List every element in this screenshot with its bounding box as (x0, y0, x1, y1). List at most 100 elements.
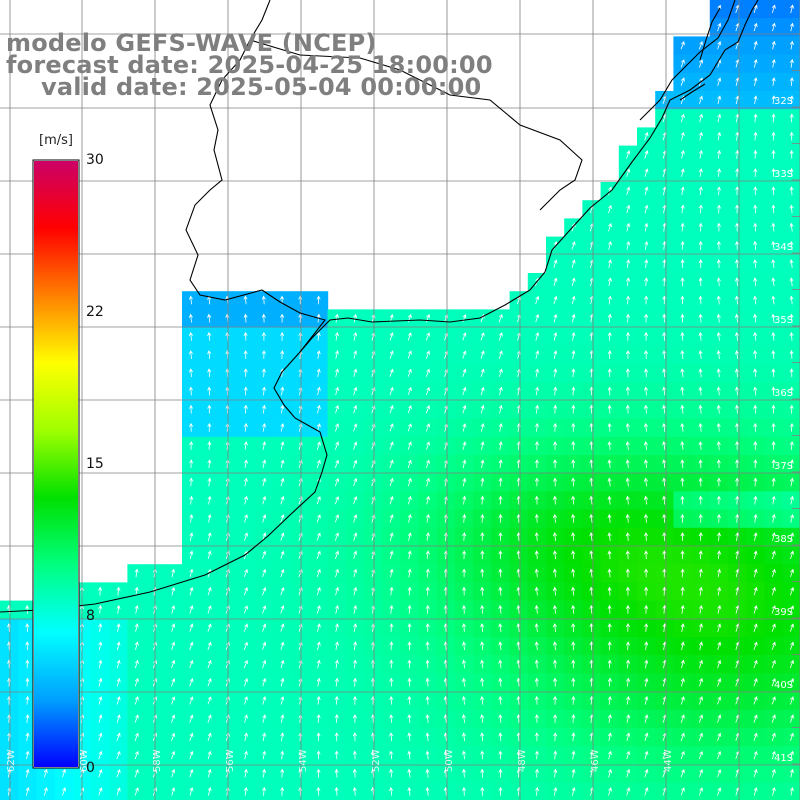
colorbar-tick-15: 15 (86, 456, 104, 472)
wind-arrow (334, 714, 339, 723)
wind-arrow (625, 604, 630, 614)
wind-arrow (626, 204, 631, 214)
wind-arrow (753, 240, 758, 250)
wind-arrow (571, 532, 576, 541)
wind-arrow (207, 714, 212, 723)
wind-arrow (644, 277, 649, 287)
wind-arrow (608, 240, 612, 250)
wind-arrow (717, 787, 722, 796)
wind-arrow (534, 677, 539, 687)
wind-arrow (498, 732, 503, 742)
wind-arrow (771, 168, 776, 177)
wind-arrow (425, 768, 430, 778)
wind-arrow (771, 4, 776, 14)
wind-arrow (698, 787, 703, 796)
wind-arrow (625, 623, 630, 632)
wind-arrow (625, 513, 630, 523)
wind-arrow (262, 768, 267, 778)
wind-arrow (753, 131, 758, 141)
wind-arrow (462, 586, 467, 596)
wind-arrow (207, 313, 212, 323)
wind-arrow (316, 386, 321, 396)
wind-arrow (189, 386, 194, 396)
wind-arrow (280, 514, 285, 523)
wind-arrow (571, 277, 576, 287)
wind-arrow (735, 186, 740, 196)
wind-arrow (335, 423, 339, 432)
wind-arrow (607, 586, 612, 596)
wind-arrow (716, 386, 721, 396)
wind-arrow (699, 641, 703, 651)
wind-arrow (516, 641, 521, 651)
wind-arrow (407, 495, 412, 505)
wind-arrow (644, 186, 649, 196)
wind-arrow (753, 77, 758, 86)
wind-arrow (589, 550, 594, 560)
wind-arrow (425, 423, 430, 432)
wind-arrow (571, 295, 576, 305)
wind-arrow (243, 313, 248, 323)
wind-arrow (461, 677, 466, 687)
wind-arrow (171, 586, 176, 596)
wind-arrow (352, 768, 357, 778)
wind-arrow (316, 331, 321, 341)
wind-arrow (789, 58, 794, 68)
wind-cell (782, 254, 800, 274)
wind-arrow (207, 459, 212, 469)
wind-arrow (789, 186, 794, 196)
wind-arrow (771, 459, 776, 469)
wind-arrow (461, 659, 467, 669)
wind-arrow (753, 623, 758, 632)
wind-arrow (626, 150, 631, 159)
wind-arrow (189, 477, 194, 487)
wind-arrow (589, 532, 594, 541)
wind-arrow (735, 422, 740, 432)
wind-arrow (608, 222, 612, 232)
wind-arrow (680, 186, 685, 196)
wind-arrow (480, 332, 485, 341)
wind-arrow (189, 459, 194, 469)
wind-arrow (753, 550, 758, 560)
wind-arrow (316, 368, 321, 378)
wind-arrow (316, 568, 321, 578)
wind-arrow (680, 149, 685, 159)
wind-arrow (335, 368, 339, 378)
wind-arrow (753, 295, 758, 305)
wind-arrow (717, 22, 722, 32)
wind-arrow (589, 459, 594, 469)
wind-arrow (680, 131, 685, 141)
wind-arrow (717, 769, 722, 778)
wind-arrow (516, 623, 521, 632)
wind-arrow (771, 477, 776, 487)
wind-arrow (389, 550, 394, 560)
wind-arrow (498, 623, 503, 632)
wind-arrow (353, 586, 358, 596)
wind-arrow (280, 786, 285, 796)
wind-arrow (717, 77, 722, 86)
wind-arrow (552, 550, 558, 560)
wind-arrow (771, 95, 776, 105)
wind-arrow (680, 41, 685, 50)
wind-arrow (698, 186, 703, 196)
wind-arrow (334, 695, 339, 705)
wind-arrow (243, 295, 248, 305)
wind-arrow (480, 422, 485, 432)
wind-arrow (116, 696, 121, 705)
wind-arrow (607, 659, 612, 669)
wind-arrow (625, 386, 630, 396)
wind-arrow (553, 477, 558, 487)
wind-arrow (335, 604, 339, 614)
wind-arrow (771, 22, 776, 32)
wind-arrow (716, 513, 721, 523)
wind-arrow (589, 604, 594, 614)
wind-arrow (98, 659, 103, 669)
wind-arrow (680, 204, 685, 214)
wind-arrow (662, 441, 667, 450)
wind-arrow (134, 696, 139, 705)
wind-arrow (407, 441, 412, 450)
wind-arrow (771, 259, 776, 268)
wind-arrow (644, 714, 649, 723)
wind-arrow (699, 696, 703, 705)
wind-arrow (607, 732, 612, 742)
wind-arrow (643, 513, 649, 523)
